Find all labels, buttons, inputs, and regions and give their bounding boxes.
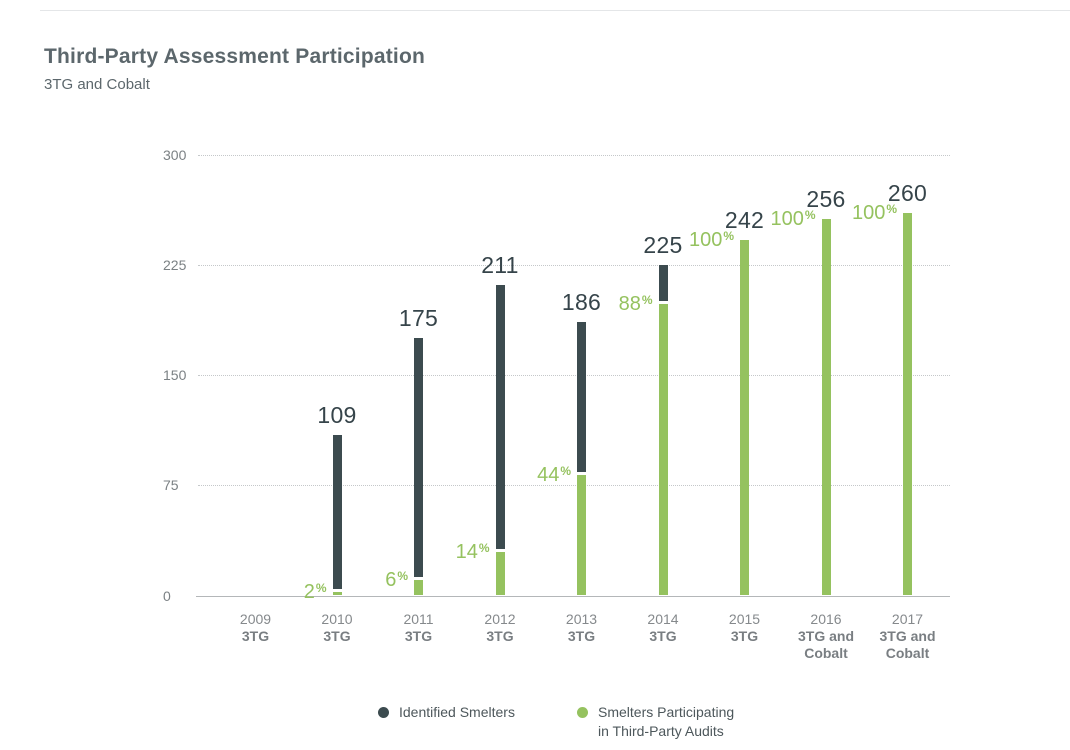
- bar-count-label: 256: [806, 186, 846, 213]
- bar-participating: [658, 304, 668, 596]
- x-tick-year: 2011: [403, 611, 434, 627]
- y-tick-label: 75: [163, 477, 179, 494]
- bar-percent-label: 100%: [851, 202, 897, 225]
- percent-sign: %: [723, 228, 734, 243]
- x-tick-year: 2012: [484, 611, 516, 627]
- percent-sign: %: [560, 464, 571, 479]
- x-tick-label: 2017 3TG and Cobalt: [858, 611, 958, 662]
- bar-percent-label: 6%: [385, 569, 408, 592]
- bar-count-label: 186: [561, 289, 602, 316]
- percent-sign: %: [886, 202, 897, 217]
- x-tick-scope: 3TG: [730, 628, 759, 644]
- chart-title: Third-Party Assessment Participation: [44, 45, 426, 68]
- bar-count-label: 225: [643, 231, 683, 258]
- bar-count-label: 260: [887, 180, 928, 207]
- x-tick-scope: 3TG: [486, 628, 514, 644]
- x-tick-label: 2010 3TG: [287, 611, 387, 645]
- bar-participating: [903, 213, 912, 596]
- y-tick-label: 225: [163, 256, 187, 273]
- bar-participating: [740, 239, 749, 596]
- y-tick-label: 300: [163, 146, 187, 163]
- x-tick-year: 2016: [810, 611, 842, 627]
- x-tick-label: 2015 3TG: [695, 611, 795, 645]
- x-tick-year: 2014: [647, 611, 679, 627]
- y-tick-label: 150: [163, 367, 187, 383]
- bar-identified: [332, 435, 342, 590]
- x-tick-label: 2013 3TG: [532, 611, 632, 645]
- bar-percent-label: 44%: [537, 464, 571, 487]
- bar-percent-label: 2%: [303, 581, 327, 604]
- percent-sign: %: [804, 208, 816, 223]
- x-tick-scope: 3TG and: [797, 628, 854, 644]
- bar-count-label: 242: [724, 206, 765, 233]
- percent-sign: %: [641, 293, 653, 308]
- x-tick-year: 2017: [891, 611, 924, 627]
- bar-identified: [658, 264, 668, 302]
- y-tick-label: 0: [163, 587, 171, 604]
- gridline: [198, 485, 950, 487]
- x-tick-scope: 3TG and: [879, 628, 936, 644]
- bar-participating: [821, 219, 831, 596]
- bar-percent-label: 14%: [455, 541, 490, 564]
- chart-subtitle: 3TG and Cobalt: [44, 76, 150, 93]
- x-tick-label: 2012 3TG: [450, 611, 550, 645]
- bar-count-label: 109: [317, 402, 357, 429]
- x-tick-year: 2009: [239, 611, 272, 627]
- x-tick-scope: 3TG: [241, 628, 270, 644]
- bar-identified: [414, 338, 423, 578]
- bar-percent-label: 100%: [688, 228, 734, 251]
- bar-count-label: 175: [398, 305, 439, 332]
- bar-participating: [332, 592, 342, 596]
- gridline: [198, 264, 950, 266]
- percent-sign: %: [397, 569, 408, 584]
- x-tick-scope: 3TG: [323, 628, 351, 644]
- top-divider: [40, 10, 1070, 11]
- bar-percent-label: 88%: [618, 293, 653, 316]
- bar-percent-label: 100%: [770, 208, 816, 231]
- gridline: [198, 375, 950, 376]
- x-tick-scope: 3TG: [567, 628, 596, 644]
- bar-identified: [577, 322, 586, 473]
- x-tick-year: 2013: [565, 611, 598, 627]
- x-tick-scope: Cobalt: [804, 645, 848, 661]
- x-tick-scope: 3TG: [404, 628, 433, 644]
- bar-participating: [577, 475, 586, 596]
- bar-count-label: 211: [481, 252, 519, 279]
- x-tick-label: 2016 3TG and Cobalt: [776, 611, 876, 662]
- x-tick-scope: 3TG: [649, 628, 677, 644]
- bar-identified: [495, 285, 505, 550]
- gridline: [198, 154, 950, 156]
- percent-sign: %: [478, 541, 490, 556]
- bar-participating: [495, 552, 505, 596]
- x-tick-label: 2011 3TG: [369, 611, 469, 645]
- x-tick-label: 2009 3TG: [206, 611, 306, 645]
- x-tick-year: 2010: [321, 611, 353, 627]
- x-tick-label: 2014 3TG: [613, 611, 713, 645]
- x-tick-scope: Cobalt: [885, 645, 930, 661]
- x-axis-line: [196, 595, 950, 597]
- bar-participating: [414, 580, 423, 596]
- x-tick-year: 2015: [728, 611, 761, 627]
- percent-sign: %: [315, 581, 327, 596]
